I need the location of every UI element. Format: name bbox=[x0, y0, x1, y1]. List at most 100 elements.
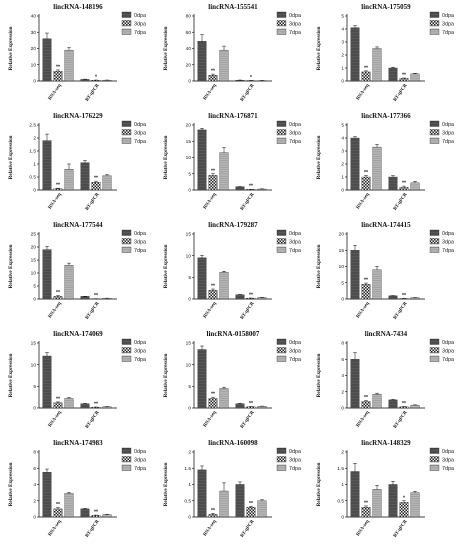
y-tick-label: 6 bbox=[341, 357, 344, 363]
category-label: RT-qPCR bbox=[85, 519, 101, 539]
chart-panel: lincRNA-174069 Relative Expression 0 5 10 15 R… bbox=[8, 330, 146, 430]
bar bbox=[388, 176, 398, 191]
panel-title: lincRNA-148196 bbox=[53, 3, 103, 11]
y-tick-label: 10 bbox=[31, 271, 37, 277]
bar bbox=[91, 515, 101, 518]
bar bbox=[410, 73, 420, 82]
y-tick-label: 1 bbox=[341, 66, 344, 72]
legend-label: 0dpa bbox=[134, 122, 146, 128]
significance-marker: ** bbox=[364, 278, 368, 284]
y-tick-label: 10 bbox=[31, 362, 37, 368]
y-tick-label: 0 bbox=[341, 188, 344, 194]
chart-panel: lincRNA-155541 Relative Expression 0 20 40 60… bbox=[163, 3, 301, 103]
bar bbox=[257, 297, 267, 300]
bar bbox=[80, 162, 90, 191]
legend-swatch bbox=[276, 137, 287, 144]
legend-label: 7dpa bbox=[442, 466, 454, 472]
bar bbox=[219, 152, 229, 191]
y-tick-label: 1 bbox=[188, 482, 191, 488]
category-label: RT-qPCR bbox=[85, 410, 101, 430]
y-axis-label: Relative Expression bbox=[163, 135, 169, 179]
panel-title: lincRNA-179287 bbox=[208, 221, 258, 229]
y-tick-label: 2 bbox=[341, 389, 344, 395]
significance-marker: ** bbox=[402, 401, 406, 407]
legend-swatch bbox=[429, 447, 440, 454]
bar bbox=[219, 271, 229, 300]
legend-label: 7dpa bbox=[134, 30, 146, 36]
category-label: RNA-seq bbox=[356, 410, 371, 428]
legend-label: 3dpa bbox=[289, 239, 301, 245]
bar bbox=[64, 265, 74, 300]
legend-swatch bbox=[276, 338, 287, 345]
chart-panel: lincRNA-148329 Relative Expression 0 0.5 1 1.… bbox=[316, 439, 454, 539]
bar bbox=[64, 398, 74, 409]
legend-swatch bbox=[276, 129, 287, 136]
legend-label: 7dpa bbox=[134, 139, 146, 145]
legend-swatch bbox=[276, 20, 287, 27]
y-tick-label: 1 bbox=[341, 482, 344, 488]
category-label: RNA-seq bbox=[203, 519, 218, 537]
chart-panel: lincRNA-175059 Relative Expression 0 1 2 3 4 5 R… bbox=[316, 3, 454, 103]
category-label: RT-qPCR bbox=[393, 192, 409, 212]
y-tick-label: 30 bbox=[31, 30, 37, 36]
y-tick-label: 0.5 bbox=[184, 498, 191, 504]
chart-panel: lincRNA-176871 Relative Expression 0 5 10 15 2… bbox=[163, 112, 301, 212]
bar bbox=[372, 394, 382, 409]
panel-title: lincRNA-176229 bbox=[53, 112, 103, 120]
y-tick-label: 0 bbox=[188, 188, 191, 194]
y-tick-label: 8 bbox=[341, 341, 344, 347]
significance-marker: ** bbox=[249, 293, 253, 299]
y-tick-label: 1.5 bbox=[184, 466, 191, 472]
y-axis-label: Relative Expression bbox=[316, 353, 322, 397]
y-tick-label: 0 bbox=[33, 297, 36, 303]
category-label: RNA-seq bbox=[48, 301, 63, 319]
y-tick-label: 60 bbox=[186, 30, 192, 36]
y-tick-label: 4 bbox=[341, 27, 344, 33]
significance-marker: ** bbox=[249, 184, 253, 190]
y-tick-label: 80 bbox=[186, 14, 192, 20]
y-tick-label: 20 bbox=[31, 245, 37, 251]
y-tick-label: 2 bbox=[188, 450, 191, 456]
bar bbox=[388, 399, 398, 409]
bar bbox=[42, 140, 52, 191]
y-tick-label: 20 bbox=[186, 62, 192, 68]
y-axis-label: Relative Expression bbox=[163, 353, 169, 397]
legend-label: 7dpa bbox=[289, 357, 301, 363]
bar bbox=[197, 469, 207, 518]
bar bbox=[361, 71, 371, 82]
y-tick-label: 10 bbox=[31, 62, 37, 68]
y-tick-label: 1 bbox=[33, 162, 36, 168]
significance-marker: ** bbox=[249, 401, 253, 407]
chart-panel: lincRNA-176229 Relative Expression 0 0.5 1 1.… bbox=[8, 112, 146, 212]
category-label: RNA-seq bbox=[203, 192, 218, 210]
legend-label: 3dpa bbox=[442, 21, 454, 27]
y-tick-label: 0 bbox=[33, 406, 36, 412]
legend-swatch bbox=[429, 137, 440, 144]
legend-label: 3dpa bbox=[289, 130, 301, 136]
significance-marker: ** bbox=[56, 64, 60, 70]
y-tick-label: 0 bbox=[341, 515, 344, 521]
category-label: RNA-seq bbox=[48, 83, 63, 101]
significance-marker: ** bbox=[211, 168, 215, 174]
legend-label: 7dpa bbox=[289, 30, 301, 36]
category-label: RNA-seq bbox=[48, 410, 63, 428]
y-tick-label: 4 bbox=[341, 373, 344, 379]
category-label: RT-qPCR bbox=[240, 192, 256, 212]
significance-marker: ** bbox=[402, 293, 406, 299]
significance-marker: * bbox=[250, 75, 252, 81]
bar bbox=[388, 484, 398, 518]
bar bbox=[235, 186, 245, 191]
bar bbox=[102, 406, 112, 409]
category-label: RNA-seq bbox=[356, 192, 371, 210]
legend-label: 3dpa bbox=[289, 21, 301, 27]
bar bbox=[350, 27, 360, 82]
bar bbox=[235, 80, 245, 82]
y-tick-label: 2 bbox=[33, 136, 36, 142]
legend-swatch bbox=[429, 246, 440, 253]
y-tick-label: 10 bbox=[186, 253, 192, 259]
chart-panel: lincRNA-179287 Relative Expression 0 5 10 15 R… bbox=[163, 221, 301, 321]
bar bbox=[64, 49, 74, 82]
y-tick-label: 1.5 bbox=[337, 466, 344, 472]
bar bbox=[235, 403, 245, 409]
legend-label: 3dpa bbox=[134, 348, 146, 354]
